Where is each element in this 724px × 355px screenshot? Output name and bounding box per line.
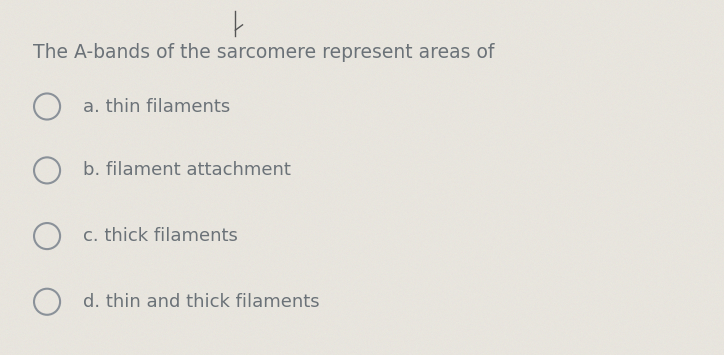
Text: c. thick filaments: c. thick filaments [83,227,238,245]
Text: a. thin filaments: a. thin filaments [83,98,230,115]
Text: The A-bands of the sarcomere represent areas of: The A-bands of the sarcomere represent a… [33,43,494,62]
Text: b. filament attachment: b. filament attachment [83,162,291,179]
Text: d. thin and thick filaments: d. thin and thick filaments [83,293,320,311]
